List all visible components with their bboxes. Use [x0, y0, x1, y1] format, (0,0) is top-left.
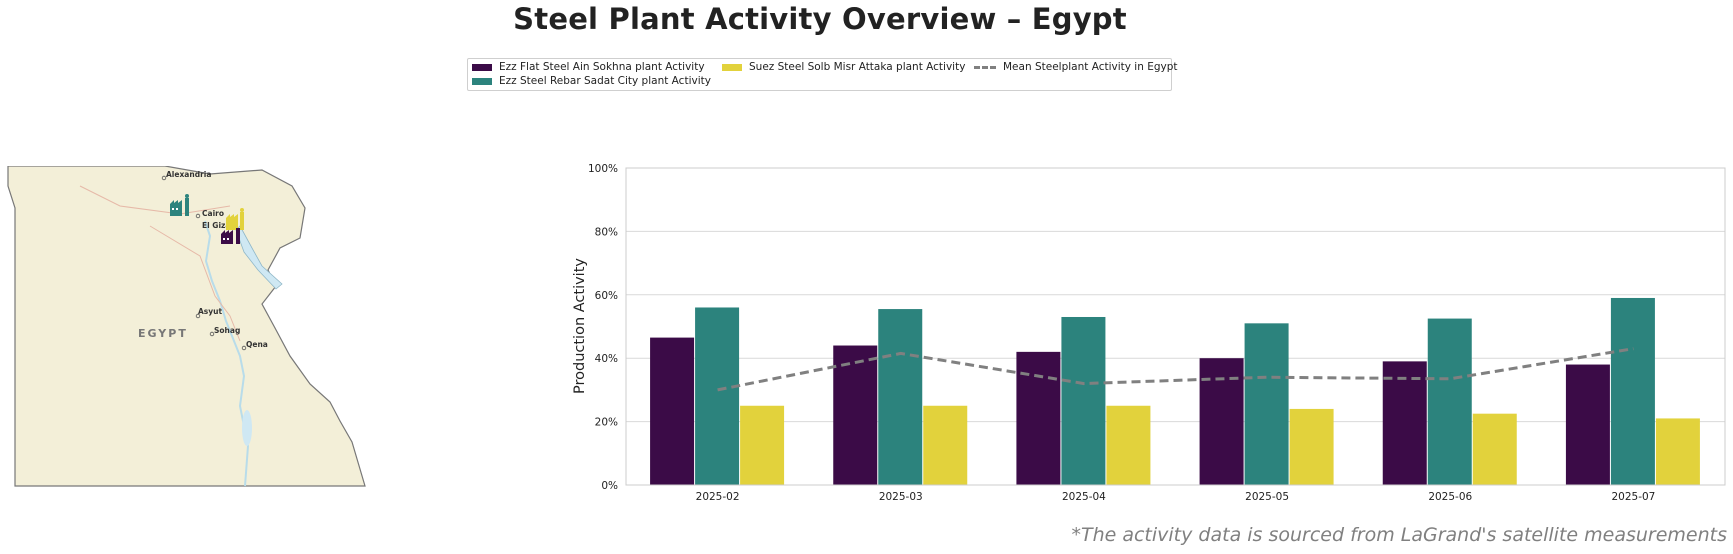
- bar-series-0: [833, 345, 878, 485]
- bar-series-2: [1655, 418, 1700, 485]
- y-tick-label: 20%: [595, 417, 618, 429]
- legend-label-sadat-city: Ezz Steel Rebar Sadat City plant Activit…: [499, 75, 711, 87]
- legend-swatch-mean: [974, 65, 996, 69]
- legend-item-attaka: Suez Steel Solb Misr Attaka plant Activi…: [722, 61, 965, 73]
- egypt-map-svg: Alexandria Cairo El Giza Asyut Sohag Qen…: [7, 166, 366, 487]
- factory-icon-sadat-city: [170, 194, 189, 216]
- legend-item-ain-sokhna: Ezz Flat Steel Ain Sokhna plant Activity: [472, 61, 705, 73]
- bar-series-1: [695, 307, 740, 485]
- bar-series-1: [1610, 297, 1655, 485]
- y-tick-label: 100%: [588, 163, 618, 175]
- bar-series-1: [1244, 323, 1289, 485]
- bar-series-2: [1472, 413, 1517, 485]
- bar-series-2: [923, 405, 968, 485]
- bar-series-1: [1427, 318, 1472, 485]
- factory-icon-attaka: [226, 208, 244, 230]
- axis-ticks: 0% 20% 40% 60% 80% 100% 2025-02 2025-03 2025-04 2…: [588, 163, 1655, 503]
- city-dot-cairo: [195, 213, 201, 219]
- bar-series-2: [1106, 405, 1151, 485]
- y-tick-label: 0%: [601, 480, 618, 492]
- legend-swatch-sadat-city: [472, 77, 492, 85]
- footnote: *The activity data is sourced from LaGra…: [1071, 524, 1727, 546]
- egypt-land: [7, 166, 366, 487]
- egypt-map: Alexandria Cairo El Giza Asyut Sohag Qen…: [0, 166, 370, 488]
- mean-activity-line: [717, 347, 1634, 392]
- city-dot-asyut: [195, 313, 201, 319]
- y-tick-label: 60%: [595, 290, 618, 302]
- chart-legend: Ezz Flat Steel Ain Sokhna plant Activity…: [467, 58, 1178, 91]
- bar-series-1: [878, 309, 923, 485]
- bar-series-0: [1382, 361, 1427, 485]
- country-label: EGYPT: [138, 327, 188, 340]
- plot-frame: [625, 167, 1726, 486]
- legend-item-sadat-city: Ezz Steel Rebar Sadat City plant Activit…: [472, 75, 711, 87]
- bar-series-1: [1061, 316, 1106, 485]
- x-tick-label: 2025-06: [1428, 491, 1472, 503]
- x-tick-label: 2025-04: [1062, 491, 1106, 503]
- city-dot-qena: [241, 345, 247, 351]
- legend-swatch-ain-sokhna: [472, 63, 492, 71]
- bar-series-0: [1016, 351, 1061, 485]
- city-label-alexandria: Alexandria: [166, 170, 211, 179]
- bars: [650, 297, 1700, 485]
- y-tick-label: 80%: [595, 226, 618, 238]
- bar-series-2: [740, 405, 785, 485]
- lake-nasser: [242, 410, 252, 446]
- y-tick-label: 40%: [595, 353, 618, 365]
- legend-item-mean: Mean Steelplant Activity in Egypt: [974, 61, 1178, 73]
- city-dot-alexandria: [161, 175, 167, 181]
- city-label-cairo: Cairo: [202, 209, 224, 218]
- grid-lines: [626, 167, 1725, 486]
- region-border: [79, 185, 241, 342]
- legend-label-attaka: Suez Steel Solb Misr Attaka plant Activi…: [749, 61, 966, 73]
- bar-series-0: [650, 337, 695, 485]
- bar-series-2: [1289, 408, 1334, 485]
- legend-label-mean: Mean Steelplant Activity in Egypt: [1003, 61, 1178, 73]
- x-tick-label: 2025-05: [1245, 491, 1289, 503]
- city-label-el-giza: El Giza: [202, 221, 230, 230]
- city-label-asyut: Asyut: [198, 307, 222, 316]
- y-axis-label: Production Activity: [572, 258, 588, 394]
- bar-series-0: [1565, 364, 1610, 485]
- city-dot-sohag: [209, 331, 215, 337]
- page-title: Steel Plant Activity Overview – Egypt: [513, 2, 1127, 36]
- x-tick-label: 2025-07: [1611, 491, 1655, 503]
- x-tick-label: 2025-02: [696, 491, 740, 503]
- factory-icon-ain-sokhna: [221, 228, 240, 244]
- legend-label-ain-sokhna: Ezz Flat Steel Ain Sokhna plant Activity: [499, 61, 705, 73]
- x-tick-label: 2025-03: [879, 491, 923, 503]
- mean-line-layer: [717, 347, 1634, 392]
- city-label-qena: Qena: [246, 340, 268, 349]
- city-label-sohag: Sohag: [214, 326, 240, 335]
- nile-river: [204, 220, 250, 487]
- legend-swatch-attaka: [722, 63, 742, 71]
